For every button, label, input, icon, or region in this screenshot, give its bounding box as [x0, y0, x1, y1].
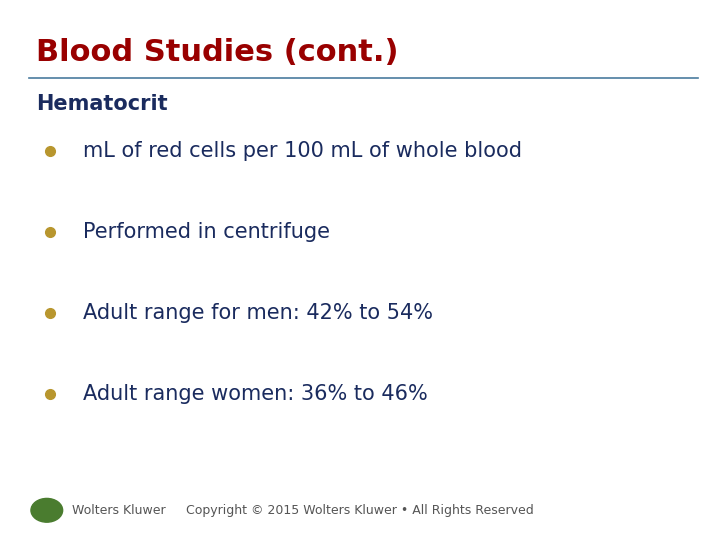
Text: mL of red cells per 100 mL of whole blood: mL of red cells per 100 mL of whole bloo…	[83, 141, 522, 161]
Circle shape	[36, 502, 58, 518]
Circle shape	[42, 507, 52, 514]
Text: Blood Studies (cont.): Blood Studies (cont.)	[36, 38, 398, 67]
Text: Performed in centrifuge: Performed in centrifuge	[83, 222, 330, 242]
Text: Adult range women: 36% to 46%: Adult range women: 36% to 46%	[83, 384, 428, 404]
Circle shape	[31, 498, 63, 522]
Text: Copyright © 2015 Wolters Kluwer • All Rights Reserved: Copyright © 2015 Wolters Kluwer • All Ri…	[186, 504, 534, 517]
Text: Hematocrit: Hematocrit	[36, 94, 168, 114]
Text: Adult range for men: 42% to 54%: Adult range for men: 42% to 54%	[83, 303, 433, 323]
Text: Wolters Kluwer: Wolters Kluwer	[72, 504, 166, 517]
